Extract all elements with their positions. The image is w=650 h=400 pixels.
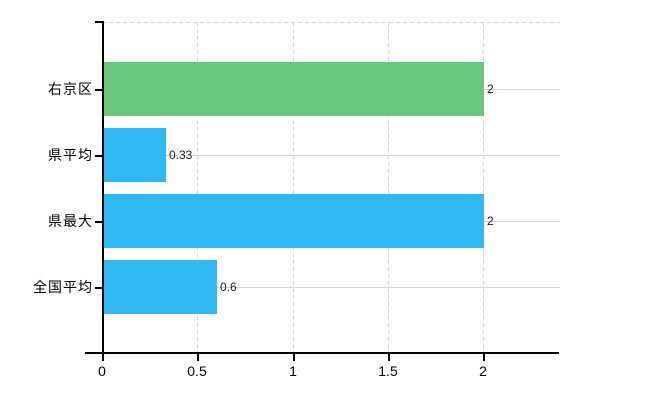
x-tick-label: 0 xyxy=(98,363,106,379)
horizontal-gridline xyxy=(102,155,560,156)
x-axis-tick xyxy=(102,354,104,361)
x-tick-label: 1 xyxy=(289,363,297,379)
y-axis-tick xyxy=(95,287,102,289)
bar-value-label: 0.33 xyxy=(169,148,193,162)
x-axis-tick xyxy=(293,354,295,361)
horizontal-gridline xyxy=(102,287,560,288)
y-axis-tick xyxy=(95,21,102,23)
category-label: 県最大 xyxy=(48,213,93,229)
category-label: 県平均 xyxy=(48,147,93,163)
y-axis-tick xyxy=(95,221,102,223)
x-tick-label: 0.5 xyxy=(187,363,207,379)
bar-県最大 xyxy=(103,194,484,248)
x-axis-tick xyxy=(388,354,390,361)
category-label: 右京区 xyxy=(48,81,93,97)
bar-value-label: 0.6 xyxy=(220,280,237,294)
bar-value-label: 2 xyxy=(487,214,494,228)
x-axis-line xyxy=(85,352,559,354)
bar-value-label: 2 xyxy=(487,82,494,96)
y-axis-line xyxy=(102,21,104,352)
bar-全国平均 xyxy=(103,260,217,314)
category-label: 全国平均 xyxy=(33,279,93,295)
vertical-gridline xyxy=(293,22,294,352)
x-axis-tick xyxy=(197,354,199,361)
bar-右京区 xyxy=(103,62,484,116)
bar-県平均 xyxy=(103,128,166,182)
y-axis-tick xyxy=(95,89,102,91)
x-axis-tick xyxy=(483,354,485,361)
x-tick-label: 1.5 xyxy=(378,363,398,379)
vertical-gridline xyxy=(388,22,389,352)
x-tick-label: 2 xyxy=(479,363,487,379)
vertical-gridline xyxy=(197,22,198,352)
plot-top-gridline xyxy=(102,22,560,23)
y-axis-tick xyxy=(95,155,102,157)
vertical-gridline xyxy=(483,22,484,352)
